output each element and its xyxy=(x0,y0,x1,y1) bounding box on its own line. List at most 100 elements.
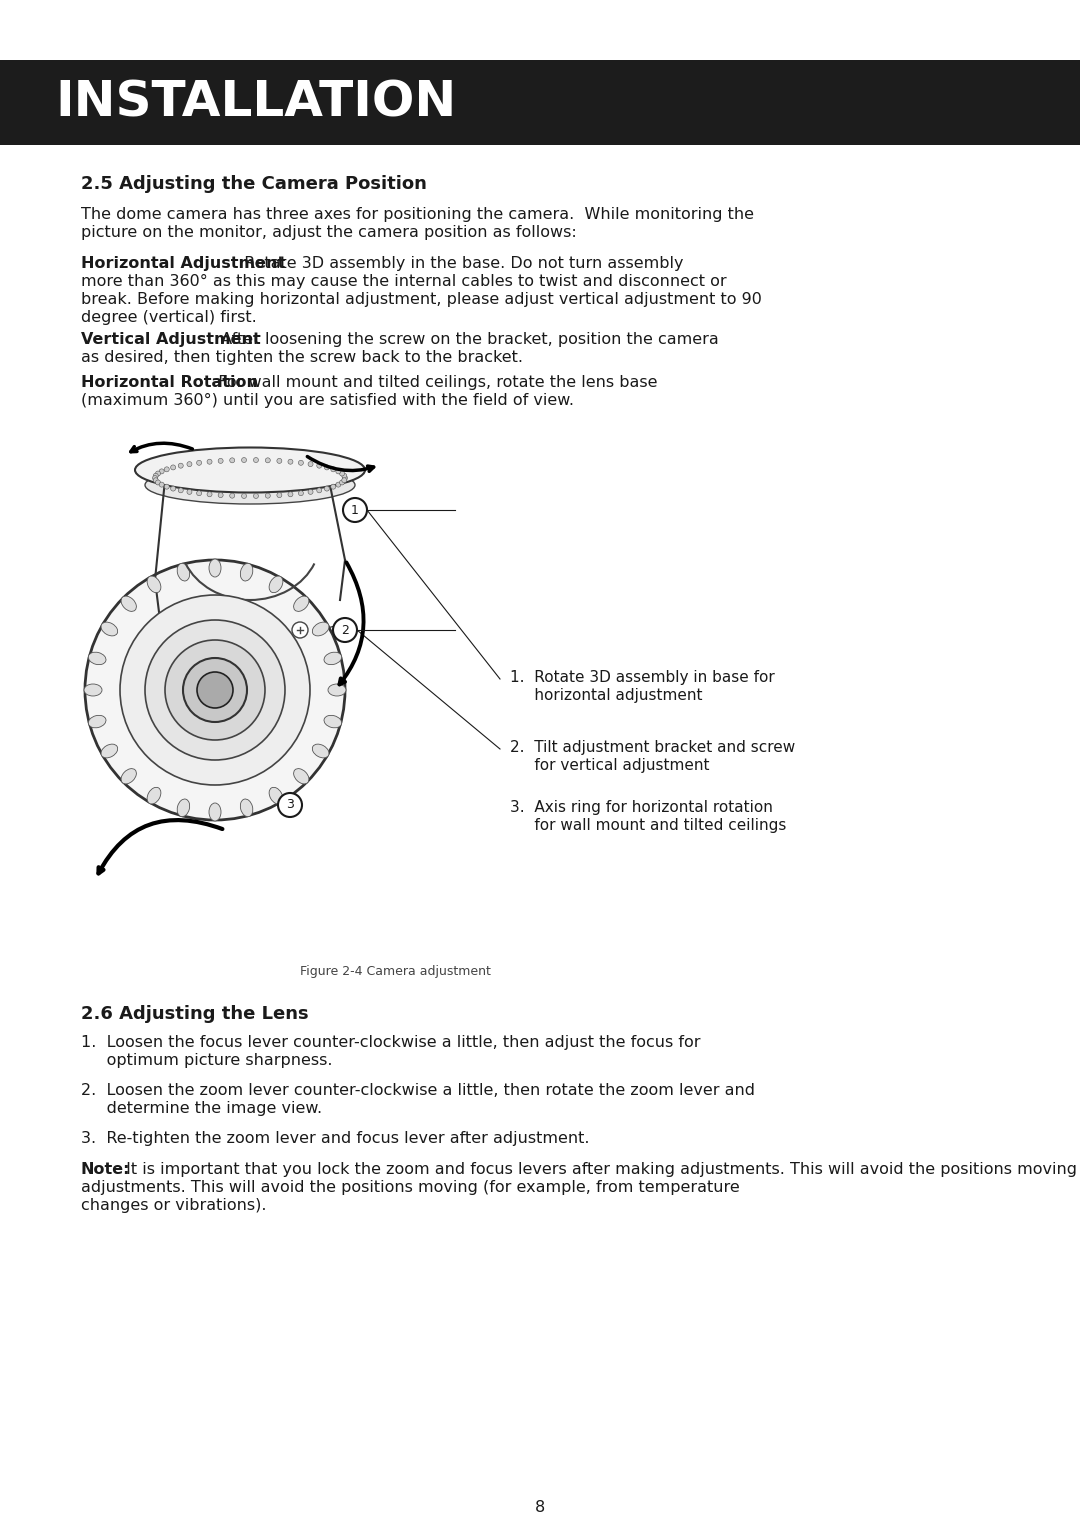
Text: Figure 2-4 Camera adjustment: Figure 2-4 Camera adjustment xyxy=(300,965,491,977)
Circle shape xyxy=(197,673,233,708)
Ellipse shape xyxy=(241,800,253,817)
Circle shape xyxy=(145,620,285,760)
Text: picture on the monitor, adjust the camera position as follows:: picture on the monitor, adjust the camer… xyxy=(81,225,577,241)
Text: Horizontal Rotation: Horizontal Rotation xyxy=(81,375,258,391)
Ellipse shape xyxy=(269,787,283,804)
Circle shape xyxy=(164,467,170,472)
Text: 3: 3 xyxy=(286,798,294,812)
Circle shape xyxy=(159,469,164,473)
Circle shape xyxy=(218,493,224,498)
Circle shape xyxy=(266,458,270,463)
Ellipse shape xyxy=(147,787,161,804)
Text: 1: 1 xyxy=(351,504,359,516)
Circle shape xyxy=(152,475,158,481)
Circle shape xyxy=(339,480,345,486)
Circle shape xyxy=(183,659,247,722)
Circle shape xyxy=(187,461,192,467)
Circle shape xyxy=(254,458,258,463)
Circle shape xyxy=(324,464,329,470)
Ellipse shape xyxy=(102,622,118,636)
Circle shape xyxy=(278,794,302,817)
Ellipse shape xyxy=(84,683,102,696)
Circle shape xyxy=(292,622,308,637)
Ellipse shape xyxy=(102,745,118,758)
Text: determine the image view.: determine the image view. xyxy=(81,1102,322,1115)
Ellipse shape xyxy=(210,803,221,821)
Ellipse shape xyxy=(89,715,106,728)
Text: more than 360° as this may cause the internal cables to twist and disconnect or: more than 360° as this may cause the int… xyxy=(81,274,727,290)
Text: break. Before making horizontal adjustment, please adjust vertical adjustment to: break. Before making horizontal adjustme… xyxy=(81,293,761,306)
Ellipse shape xyxy=(177,800,190,817)
Text: Horizontal Adjustment: Horizontal Adjustment xyxy=(81,256,285,271)
Circle shape xyxy=(276,458,282,463)
Text: Vertical Adjustment: Vertical Adjustment xyxy=(81,332,260,348)
Text: For wall mount and tilted ceilings, rotate the lens base: For wall mount and tilted ceilings, rota… xyxy=(208,375,658,391)
Circle shape xyxy=(207,492,212,496)
Text: INSTALLATION: INSTALLATION xyxy=(55,78,456,127)
Text: for wall mount and tilted ceilings: for wall mount and tilted ceilings xyxy=(510,818,786,833)
Text: 1.  Rotate 3D assembly in base for: 1. Rotate 3D assembly in base for xyxy=(510,669,774,685)
Circle shape xyxy=(330,467,336,472)
Circle shape xyxy=(120,594,310,784)
Text: (maximum 360°) until you are satisfied with the field of view.: (maximum 360°) until you are satisfied w… xyxy=(81,394,573,408)
Text: Rotate 3D assembly in the base. Do not turn assembly: Rotate 3D assembly in the base. Do not t… xyxy=(234,256,684,271)
Circle shape xyxy=(333,617,357,642)
Text: horizontal adjustment: horizontal adjustment xyxy=(510,688,702,703)
Ellipse shape xyxy=(89,653,106,665)
Circle shape xyxy=(288,460,293,464)
Circle shape xyxy=(159,483,164,487)
Circle shape xyxy=(343,498,367,522)
Ellipse shape xyxy=(324,715,341,728)
Ellipse shape xyxy=(312,622,329,636)
Text: 2.  Tilt adjustment bracket and screw: 2. Tilt adjustment bracket and screw xyxy=(510,740,795,755)
Text: It is important that you lock the zoom and focus levers after making adjustments: It is important that you lock the zoom a… xyxy=(121,1161,1080,1177)
Circle shape xyxy=(242,458,246,463)
Circle shape xyxy=(308,461,313,467)
Circle shape xyxy=(165,640,265,740)
Circle shape xyxy=(339,470,345,476)
Ellipse shape xyxy=(210,559,221,578)
Ellipse shape xyxy=(241,564,253,581)
Circle shape xyxy=(153,473,159,478)
Ellipse shape xyxy=(269,576,283,593)
Text: adjustments. This will avoid the positions moving (for example, from temperature: adjustments. This will avoid the positio… xyxy=(81,1180,740,1195)
Ellipse shape xyxy=(121,596,136,611)
Circle shape xyxy=(341,478,347,483)
Circle shape xyxy=(153,478,159,483)
Circle shape xyxy=(342,475,348,481)
Circle shape xyxy=(308,489,313,495)
Circle shape xyxy=(187,489,192,495)
Text: 1.  Loosen the focus lever counter-clockwise a little, then adjust the focus for: 1. Loosen the focus lever counter-clockw… xyxy=(81,1036,701,1049)
Ellipse shape xyxy=(324,653,341,665)
Circle shape xyxy=(266,493,270,498)
Text: After loosening the screw on the bracket, position the camera: After loosening the screw on the bracket… xyxy=(211,332,719,348)
Ellipse shape xyxy=(312,745,329,758)
Circle shape xyxy=(276,493,282,498)
Circle shape xyxy=(298,460,303,466)
Text: Note:: Note: xyxy=(81,1161,131,1177)
Circle shape xyxy=(230,458,234,463)
Text: 2.5 Adjusting the Camera Position: 2.5 Adjusting the Camera Position xyxy=(81,175,427,193)
Ellipse shape xyxy=(294,596,309,611)
Circle shape xyxy=(171,464,176,470)
Ellipse shape xyxy=(328,683,346,696)
Ellipse shape xyxy=(147,576,161,593)
Text: 3.  Axis ring for horizontal rotation: 3. Axis ring for horizontal rotation xyxy=(510,800,773,815)
Text: 3.  Re-tighten the zoom lever and focus lever after adjustment.: 3. Re-tighten the zoom lever and focus l… xyxy=(81,1131,590,1146)
Circle shape xyxy=(207,460,212,464)
Circle shape xyxy=(156,470,161,476)
Text: The dome camera has three axes for positioning the camera.  While monitoring the: The dome camera has three axes for posit… xyxy=(81,207,754,222)
Text: 2: 2 xyxy=(341,624,349,636)
Circle shape xyxy=(336,483,341,487)
Circle shape xyxy=(324,486,329,492)
Text: 2.6 Adjusting the Lens: 2.6 Adjusting the Lens xyxy=(81,1005,309,1023)
Circle shape xyxy=(336,469,341,473)
Ellipse shape xyxy=(294,769,309,784)
Circle shape xyxy=(341,473,347,478)
Circle shape xyxy=(197,490,202,496)
Ellipse shape xyxy=(145,466,355,504)
Circle shape xyxy=(178,487,184,493)
Circle shape xyxy=(178,463,184,469)
Text: optimum picture sharpness.: optimum picture sharpness. xyxy=(81,1052,333,1068)
Circle shape xyxy=(164,484,170,489)
